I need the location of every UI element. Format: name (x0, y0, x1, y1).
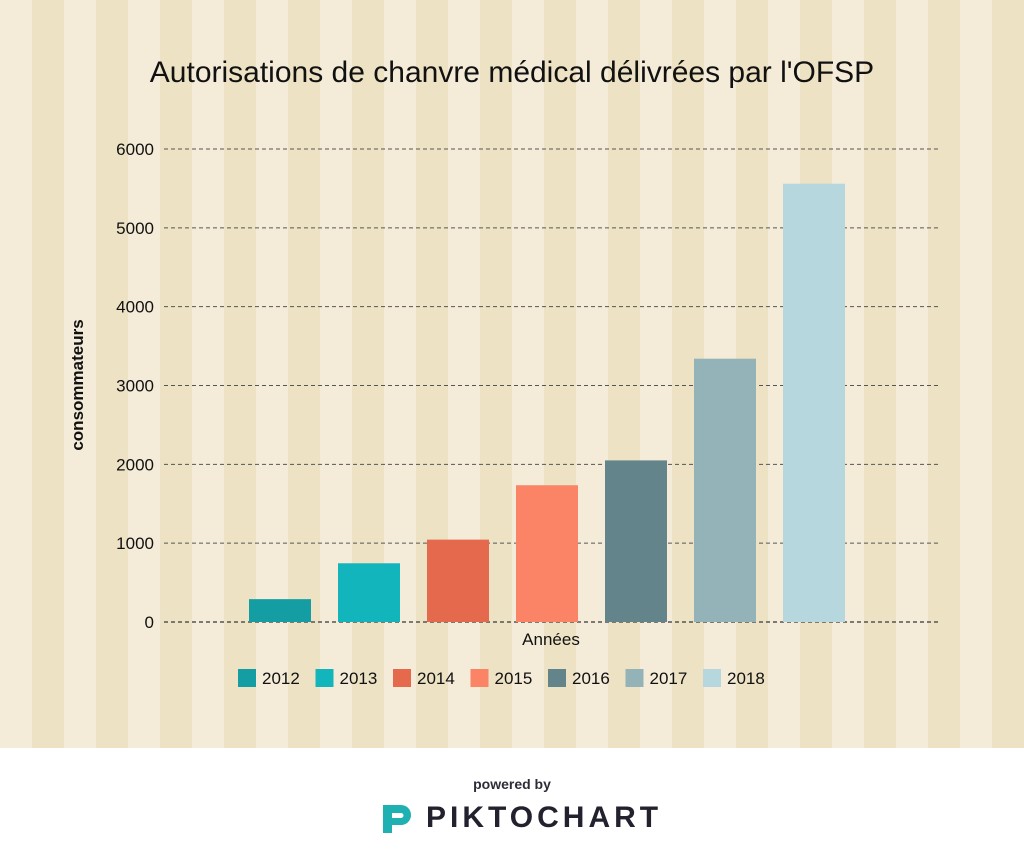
legend-label-2013: 2013 (340, 669, 378, 688)
legend-label-2012: 2012 (262, 669, 300, 688)
chart-title: Autorisations de chanvre médical délivré… (149, 56, 875, 89)
legend-swatch-2013 (315, 669, 334, 687)
bar-2015 (516, 485, 578, 622)
y-tick-label: 5000 (116, 219, 154, 238)
piktochart-wordmark: PIKTOCHART (426, 801, 663, 834)
legend-label-2015: 2015 (495, 669, 533, 688)
legend-swatch-2016 (548, 669, 566, 687)
legend-swatch-2018 (703, 669, 721, 687)
legend-swatch-2015 (470, 669, 489, 687)
chart-panel: Autorisations de chanvre médical délivré… (0, 0, 1024, 748)
legend-label-2014: 2014 (417, 669, 455, 688)
legend-label-2018: 2018 (727, 669, 765, 688)
bar-2014 (427, 539, 489, 622)
bar-2016 (605, 460, 667, 622)
y-axis-label: consommateurs (68, 319, 87, 450)
piktochart-logo-icon (383, 805, 411, 833)
legend-swatch-2014 (393, 669, 411, 687)
y-tick-label: 6000 (116, 140, 154, 159)
x-axis-label: Années (522, 630, 580, 649)
legend-swatch-2012 (238, 669, 256, 687)
y-tick-label: 2000 (116, 455, 154, 474)
y-tick-labels: 0 1000 2000 3000 4000 5000 6000 (116, 140, 154, 632)
bar-2018 (783, 183, 845, 623)
legend-label-2017: 2017 (650, 669, 688, 688)
piktochart-brand-link[interactable]: PIKTOCHART (380, 800, 662, 836)
footer: powered by PIKTOCHART (0, 748, 1024, 866)
y-tick-label: 3000 (116, 377, 154, 396)
legend: 2012 2013 2014 2015 2016 2017 2018 (238, 669, 765, 688)
y-tick-label: 1000 (116, 534, 154, 553)
bars (249, 183, 845, 623)
y-tick-label: 4000 (116, 298, 154, 317)
powered-by-text: powered by (473, 776, 551, 792)
bar-2013 (338, 563, 400, 622)
y-tick-label: 0 (145, 613, 154, 632)
legend-label-2016: 2016 (572, 669, 610, 688)
bar-2017 (694, 358, 756, 622)
legend-swatch-2017 (625, 669, 644, 687)
bar-2012 (249, 599, 311, 622)
